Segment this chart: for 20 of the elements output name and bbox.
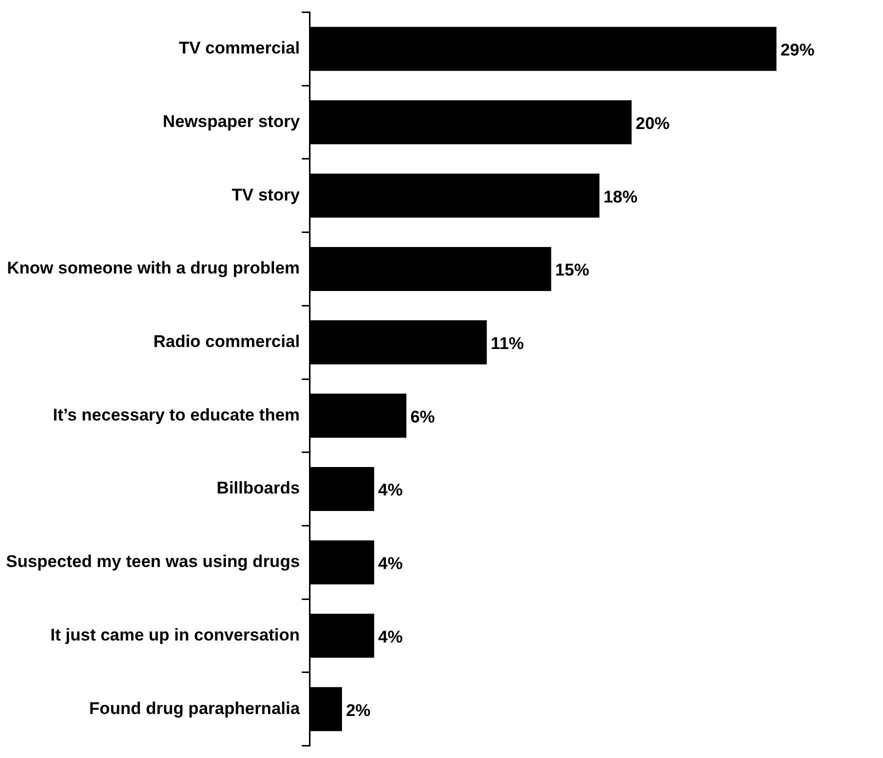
- data-label: 29%: [780, 40, 814, 60]
- y-tick-label: Suspected my teen was using drugs: [6, 552, 300, 572]
- y-tick-label: Radio commercial: [153, 332, 300, 352]
- data-label: 6%: [410, 407, 435, 426]
- data-label: 2%: [346, 700, 371, 720]
- data-label: 4%: [378, 554, 403, 574]
- data-label: 11%: [490, 334, 524, 354]
- y-tick-label: It’s necessary to educate them: [52, 405, 300, 424]
- y-tick-label: TV commercial: [178, 38, 300, 58]
- data-label: 18%: [603, 187, 638, 206]
- data-label: 15%: [555, 260, 590, 280]
- data-label: 4%: [378, 480, 403, 500]
- y-tick-label: Know someone with a drug problem: [7, 258, 300, 278]
- y-tick-label: TV story: [232, 185, 300, 204]
- y-tick-label: Billboards: [216, 478, 300, 498]
- y-tick-label: Newspaper story: [162, 112, 300, 131]
- y-tick-label: Found drug paraphernalia: [89, 698, 300, 718]
- data-label: 4%: [378, 627, 403, 646]
- data-label: 20%: [636, 114, 670, 133]
- y-tick-label: It just came up in conversation: [50, 625, 300, 644]
